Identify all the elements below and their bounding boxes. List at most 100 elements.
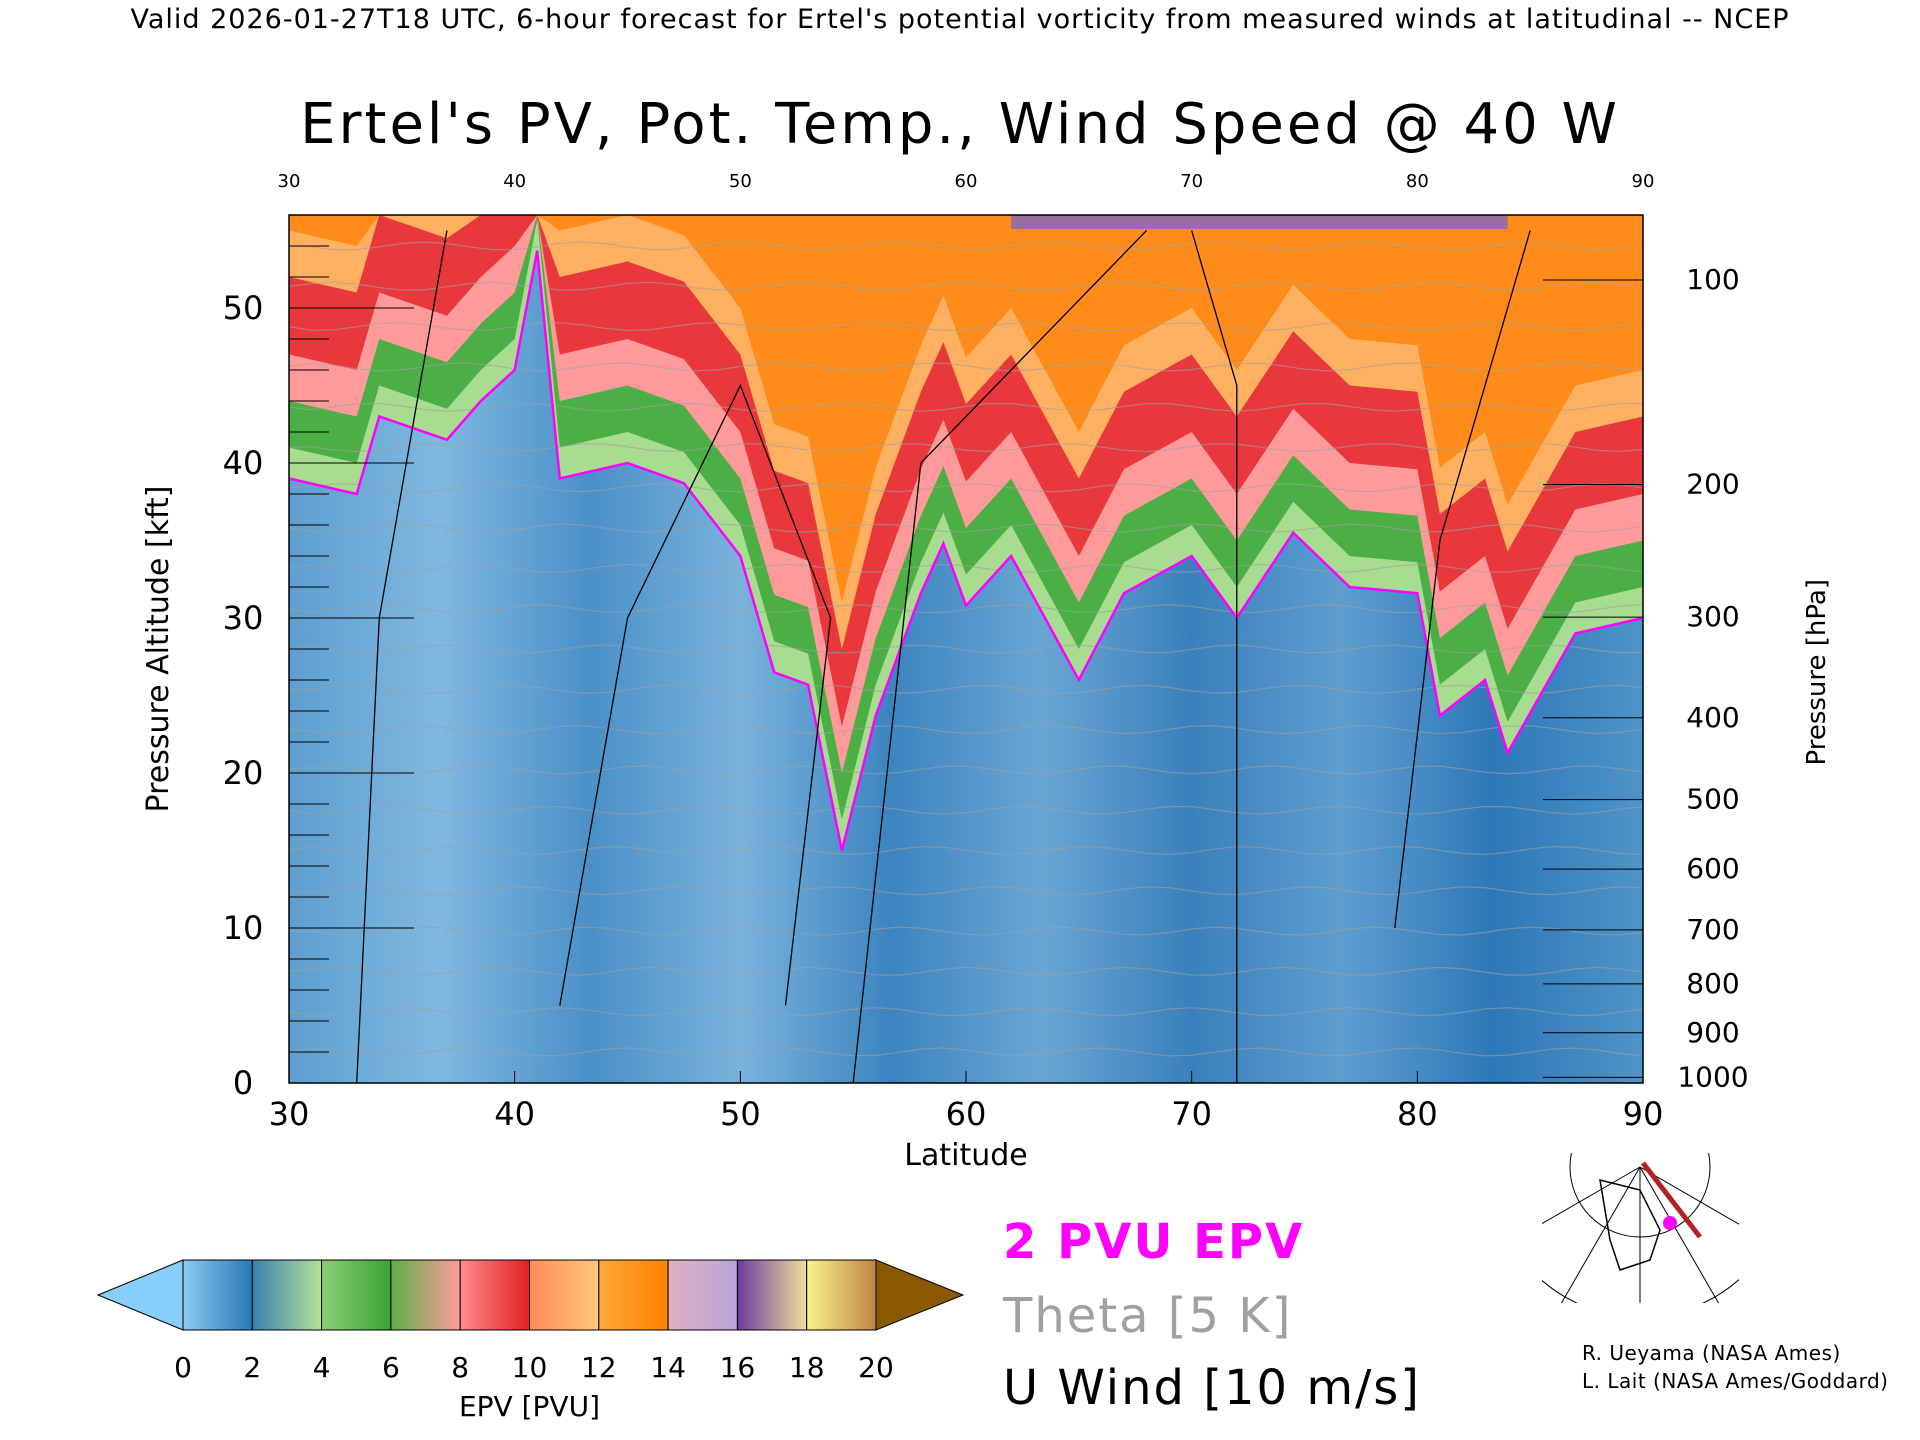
- colorbar-tick-label: 8: [451, 1351, 469, 1384]
- x-axis-label: Latitude: [904, 1138, 1027, 1173]
- x-tick-label: 30: [269, 1095, 310, 1133]
- theta-line: [288, 523, 1644, 533]
- wind-contour-line: [1191, 230, 1238, 1083]
- y-tick-label: 30: [223, 599, 264, 637]
- colorbar-segment: [806, 1259, 877, 1331]
- pressure-tick-label: 800: [1686, 967, 1739, 1000]
- epv-band-purple: [1011, 215, 1508, 229]
- colorbar-segment: [736, 1259, 808, 1331]
- colorbar-segment: [251, 1259, 323, 1331]
- credit-1: R. Ueyama (NASA Ames): [1582, 1341, 1841, 1365]
- chart-title: Ertel's PV, Pot. Temp., Wind Speed @ 40 …: [300, 92, 1620, 157]
- colorbar-tick-label: 10: [512, 1351, 548, 1384]
- theta-line: [288, 765, 1644, 775]
- colorbar-tick-label: 6: [382, 1351, 400, 1384]
- legend-theta: Theta [5 K]: [1003, 1288, 1293, 1344]
- x-tick-label: 80: [1397, 1095, 1438, 1133]
- wind-contour-line: [559, 383, 832, 1006]
- theta-line: [288, 684, 1644, 694]
- colorbar-tick-label: 4: [313, 1351, 331, 1384]
- header-text: Valid 2026-01-27T18 UTC, 6-hour forecast…: [130, 4, 1790, 35]
- top-tick-label: 90: [1632, 171, 1655, 192]
- legend-pvu: 2 PVU EPV: [1003, 1214, 1305, 1270]
- top-tick-label: 30: [278, 171, 301, 192]
- theta-line: [288, 281, 1644, 291]
- colorbar-segment: [529, 1259, 600, 1331]
- y-tick-label: 40: [223, 444, 264, 482]
- theta-line: [288, 322, 1644, 332]
- x-tick-label: 60: [946, 1095, 987, 1133]
- wind-contours: [356, 230, 1531, 1084]
- theta-line: [288, 402, 1644, 412]
- x-tick-label: 90: [1623, 1095, 1664, 1133]
- theta-line: [288, 1007, 1644, 1017]
- x-tick-label: 50: [720, 1095, 761, 1133]
- location-dot: [1663, 1216, 1677, 1230]
- epv-band-3: [289, 215, 1643, 727]
- top-tick-label: 50: [729, 171, 752, 192]
- pressure-tick-label: 300: [1686, 600, 1739, 633]
- y-axis-label: Pressure Altitude [kft]: [141, 486, 176, 813]
- colorbar-over-arrow: [875, 1259, 965, 1331]
- theta-line: [288, 805, 1644, 815]
- colorbar-segment: [390, 1259, 461, 1331]
- colorbar-segment: [182, 1259, 253, 1331]
- epv-band-4: [289, 215, 1643, 649]
- theta-line: [288, 926, 1644, 936]
- theta-line: [288, 604, 1644, 614]
- section-line: [1641, 1161, 1702, 1239]
- colorbar-label: EPV [PVU]: [459, 1390, 600, 1423]
- y-tick-label: 20: [223, 754, 264, 792]
- colorbar-segment: [459, 1259, 531, 1331]
- credit-2: L. Lait (NASA Ames/Goddard): [1582, 1369, 1889, 1393]
- colorbar-segment: [598, 1259, 669, 1331]
- colorbar-under-arrow: [96, 1259, 184, 1331]
- theta-line: [288, 443, 1644, 453]
- theta-line: [288, 1047, 1644, 1057]
- x-tick-label: 40: [494, 1095, 535, 1133]
- pressure-tick-label: 100: [1686, 263, 1739, 296]
- theta-line: [288, 966, 1644, 976]
- wind-contour-line: [1394, 230, 1531, 929]
- colorbar-tick-label: 0: [174, 1351, 192, 1384]
- pressure-tick-label: 1000: [1677, 1060, 1748, 1093]
- theta-line: [288, 644, 1644, 654]
- y-tick-label: 0: [233, 1064, 253, 1102]
- pressure-tick-label: 200: [1686, 467, 1739, 500]
- pressure-tick-label: 900: [1686, 1016, 1739, 1049]
- theta-line: [288, 241, 1644, 251]
- top-tick-label: 80: [1406, 171, 1429, 192]
- pressure-tick-label: 400: [1686, 701, 1739, 734]
- colorbar-tick-label: 18: [789, 1351, 825, 1384]
- theta-line: [288, 563, 1644, 573]
- x-tick-label: 70: [1171, 1095, 1212, 1133]
- pressure-tick-label: 500: [1686, 783, 1739, 816]
- theta-line: [288, 846, 1644, 856]
- meridian: [1639, 1166, 1720, 1303]
- pressure-tick-label: 700: [1686, 913, 1739, 946]
- epv-band-5: [289, 215, 1643, 603]
- top-tick-label: 40: [503, 171, 526, 192]
- colorbar-tick-label: 2: [243, 1351, 261, 1384]
- tropopause-2pvu-line: [288, 250, 1644, 851]
- y-axis-right-label: Pressure [hPa]: [1802, 579, 1832, 766]
- legend-wind: U Wind [10 m/s]: [1003, 1360, 1422, 1416]
- top-tick-label: 70: [1180, 171, 1203, 192]
- theta-contours: [288, 241, 1644, 1057]
- colorbar-segment: [667, 1259, 738, 1331]
- theta-line: [288, 886, 1644, 896]
- top-tick-label: 60: [955, 171, 978, 192]
- meridian: [1560, 1166, 1641, 1303]
- colorbar-tick-label: 12: [581, 1351, 617, 1384]
- colorbar-tick-label: 16: [720, 1351, 756, 1384]
- colorbar-tick-label: 14: [650, 1351, 686, 1384]
- meridian: [1639, 1166, 1739, 1225]
- theta-line: [288, 483, 1644, 493]
- colorbar-segment: [321, 1259, 392, 1331]
- coastline: [1599, 1178, 1661, 1271]
- y-tick-label: 50: [223, 289, 264, 327]
- locator-map: [1542, 1153, 1739, 1303]
- meridian: [1542, 1166, 1641, 1225]
- pressure-tick-label: 600: [1686, 852, 1739, 885]
